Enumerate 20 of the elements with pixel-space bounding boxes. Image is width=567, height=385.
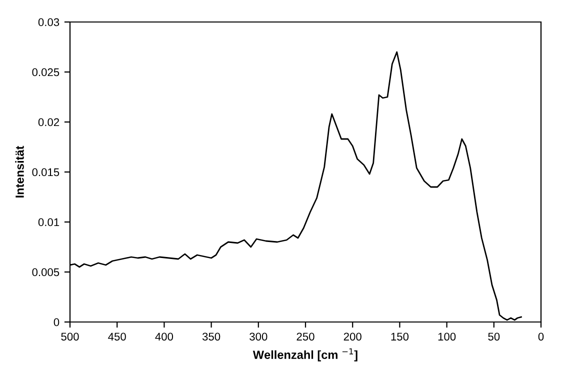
y-tick-label: 0.02 <box>38 118 60 126</box>
x-tick-label: 150 <box>391 332 409 341</box>
x-tick-label: 0 <box>538 332 544 341</box>
x-tick-label: 100 <box>438 332 456 341</box>
x-tick-label: 350 <box>202 332 220 341</box>
y-tick-label: 0 <box>54 318 60 326</box>
x-tick-label: 300 <box>250 332 268 341</box>
x-axis-title: Wellenzahl [cm $^{−1}$] <box>252 348 358 362</box>
x-tick-label: 500 <box>61 332 79 341</box>
y-tick-label: 0.015 <box>32 168 60 176</box>
x-tick-label: 250 <box>296 332 314 341</box>
y-tick-label: 0.01 <box>38 218 60 226</box>
x-tick-label: 450 <box>108 332 126 341</box>
y-tick-label: 0.03 <box>38 18 60 26</box>
y-tick-label: 0.005 <box>32 268 60 276</box>
x-tick-label: 400 <box>155 332 174 341</box>
y-tick-label: 0.025 <box>32 68 60 76</box>
x-tick-label: 50 <box>488 332 500 341</box>
y-axis-title: Intensität <box>15 146 24 198</box>
x-tick-label: 200 <box>344 332 362 341</box>
